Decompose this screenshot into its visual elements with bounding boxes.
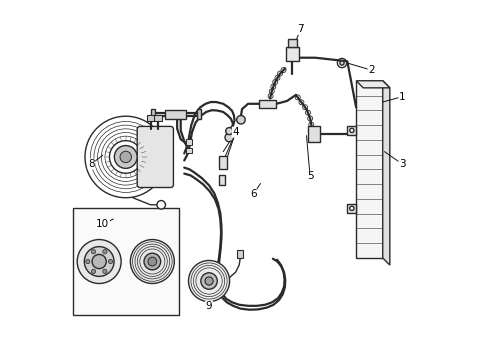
Bar <box>150 109 155 120</box>
Circle shape <box>91 269 96 274</box>
Bar <box>355 81 382 258</box>
Text: 5: 5 <box>306 171 313 181</box>
Bar <box>287 39 296 47</box>
Text: 4: 4 <box>232 127 239 137</box>
Bar <box>164 110 185 119</box>
Circle shape <box>148 257 157 266</box>
Circle shape <box>143 253 161 270</box>
Circle shape <box>77 239 121 283</box>
Polygon shape <box>355 81 389 88</box>
Bar <box>307 126 319 142</box>
Circle shape <box>236 116 244 124</box>
Bar <box>219 175 225 185</box>
Polygon shape <box>382 81 389 265</box>
Circle shape <box>349 128 353 132</box>
Circle shape <box>157 201 165 209</box>
Bar <box>185 148 192 153</box>
Text: 8: 8 <box>88 159 95 169</box>
Circle shape <box>204 277 213 285</box>
Circle shape <box>102 269 107 274</box>
Bar <box>346 204 355 213</box>
Text: 6: 6 <box>249 189 256 199</box>
Text: 9: 9 <box>205 301 212 311</box>
Text: 1: 1 <box>398 92 405 102</box>
Circle shape <box>339 61 344 65</box>
Text: 3: 3 <box>398 159 405 169</box>
Bar <box>72 208 179 315</box>
Bar <box>285 47 298 61</box>
FancyBboxPatch shape <box>137 126 173 188</box>
Bar <box>147 115 155 121</box>
Circle shape <box>91 249 96 254</box>
Circle shape <box>224 133 233 142</box>
Bar <box>185 139 192 145</box>
Circle shape <box>114 145 137 168</box>
Circle shape <box>85 260 90 264</box>
Circle shape <box>225 127 232 135</box>
Circle shape <box>349 206 353 211</box>
Circle shape <box>188 260 229 302</box>
Circle shape <box>108 260 112 264</box>
Circle shape <box>120 151 131 163</box>
Text: 7: 7 <box>297 24 303 34</box>
Bar <box>258 100 276 108</box>
Bar <box>196 109 201 120</box>
Text: 2: 2 <box>367 65 374 75</box>
Circle shape <box>84 247 114 276</box>
Text: 10: 10 <box>96 219 109 229</box>
Bar <box>346 126 355 135</box>
Circle shape <box>92 255 106 269</box>
Circle shape <box>102 249 107 254</box>
Circle shape <box>201 273 217 289</box>
Circle shape <box>130 239 174 283</box>
Bar <box>237 250 243 258</box>
Bar <box>219 156 226 169</box>
Bar <box>154 115 162 121</box>
